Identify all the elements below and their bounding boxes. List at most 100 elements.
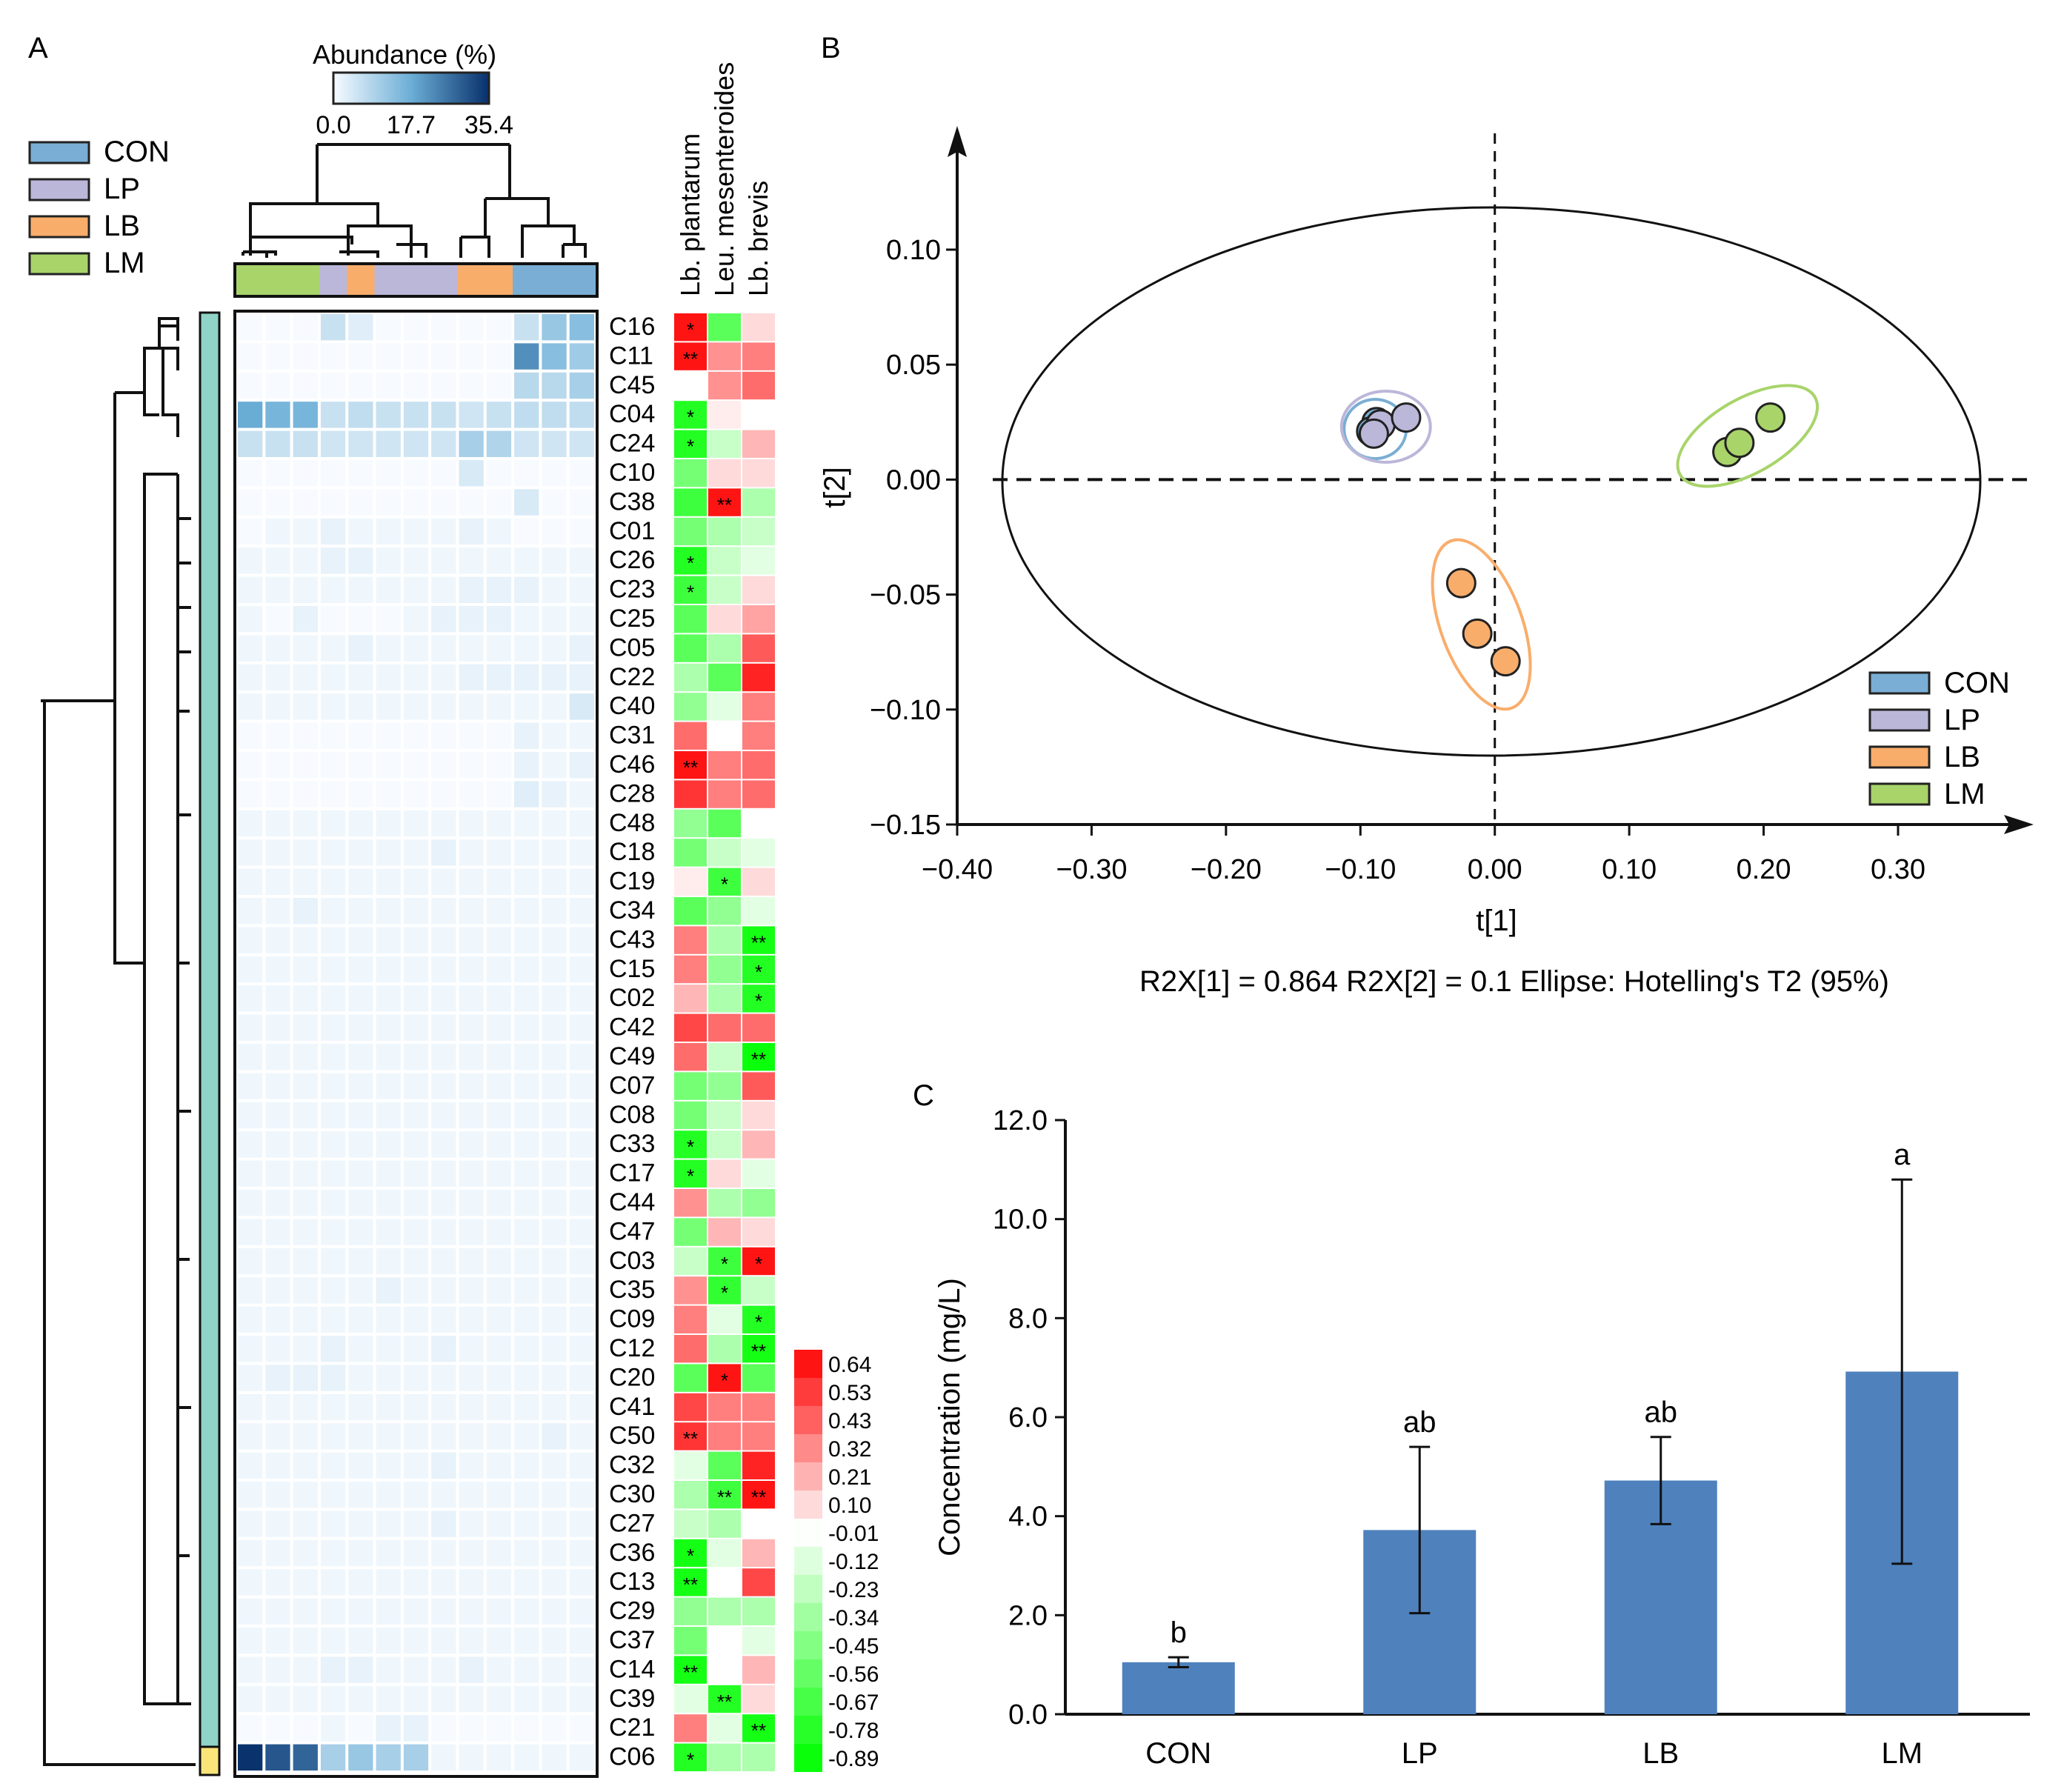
correlation-cell [674,371,707,400]
abundance-cell [238,1277,263,1304]
correlation-cell [742,985,775,1013]
abundance-cell [293,635,318,662]
abundance-cell [265,489,290,516]
abundance-cell [238,752,263,779]
abundance-cell [569,1102,594,1129]
correlation-cell [742,1422,775,1450]
x-tick-label: −0.20 [1191,854,1262,885]
abundance-cell [569,518,594,545]
abundance-cell [403,576,429,603]
row-label: C35 [609,1276,655,1304]
abundance-cell [542,1365,567,1391]
abundance-cell [376,1190,401,1216]
correlation-cell [708,926,741,954]
abundance-cell [459,781,484,807]
correlation-cell [674,722,707,750]
row-label: C11 [609,342,653,370]
abundance-cell [348,985,373,1012]
abundance-cell [514,1656,539,1683]
abundance-cell [265,839,290,866]
abundance-cell [293,1685,318,1713]
abundance-cell [376,1014,401,1041]
correlation-cell [674,488,707,516]
column-group-bar [236,265,596,295]
abundance-cell [320,1510,346,1537]
x-tick-label: 0.20 [1737,854,1791,885]
abundance-cell [238,402,263,428]
abundance-cell [293,781,318,807]
abundance-cell [293,576,318,603]
correlation-legend-swatch [794,1490,822,1519]
row-label: C33 [609,1130,655,1158]
abundance-cell [376,1685,401,1713]
correlation-cell [708,401,741,429]
abundance-cell [238,1306,263,1333]
abundance-cell [265,1219,290,1245]
correlation-legend-label: -0.78 [828,1719,879,1743]
significance-mark: * [755,1311,762,1333]
abundance-cell [320,547,346,574]
abundance-cell [238,1014,263,1041]
legend-swatch-lb [28,215,90,239]
abundance-cell [431,372,456,399]
abundance-cell [431,635,456,662]
abundance-cell [459,693,484,720]
row-label: C07 [609,1071,655,1099]
abundance-cell [348,518,373,545]
abundance-cell [403,781,429,807]
abundance-cell [542,1452,567,1479]
correlation-cell [674,459,707,487]
correlation-cell [708,1364,741,1392]
abundance-cell [376,343,401,370]
abundance-cell [376,1423,401,1450]
score-point [1755,402,1786,433]
correlation-cell [674,1627,707,1655]
abundance-cell [320,1656,346,1683]
abundance-cell [569,1365,594,1391]
row-cluster-minor [199,1745,221,1776]
correlation-cell [742,955,775,984]
column-group-cell [430,265,458,295]
abundance-cell [514,927,539,953]
abundance-cell [431,1073,456,1099]
correlation-cell [674,1189,707,1217]
correlation-cell [674,1101,707,1130]
abundance-cell [376,898,401,925]
correlation-cell [708,576,741,604]
correlation-col-header: Leu. mesenteroides [709,62,739,296]
correlation-legend-swatch [794,1575,822,1603]
row-label: C06 [609,1743,655,1771]
abundance-cell [293,1277,318,1304]
abundance-cell [238,1452,263,1479]
abundance-cell [265,898,290,925]
abundance-cell [265,1510,290,1537]
abundance-cell [459,1569,484,1596]
abundance-cell [293,1014,318,1041]
abundance-cell [514,868,539,895]
abundance-cell [265,430,290,457]
correlation-cell [742,547,775,575]
correlation-cell [742,430,775,458]
abundance-cell [265,1656,290,1683]
abundance-cell [376,752,401,779]
abundance-cell [486,839,512,866]
abundance-cell [265,518,290,545]
correlation-cell [742,1013,775,1042]
abundance-cell [320,1569,346,1596]
abundance-cell [320,1102,346,1129]
group-ellipse [1431,538,1532,711]
correlation-cell [742,576,775,604]
abundance-cell [293,1539,318,1567]
abundance-cell [320,839,346,866]
abundance-cell [403,1656,429,1683]
abundance-cell [403,985,429,1012]
abundance-cell [542,1393,567,1421]
abundance-cell [459,810,484,837]
abundance-cell [514,1248,539,1275]
abundance-cell [293,693,318,720]
correlation-cell [674,634,707,662]
abundance-cell [348,898,373,925]
abundance-cell [348,1598,373,1625]
abundance-cell [348,1393,373,1421]
column-group-cell [374,265,403,295]
